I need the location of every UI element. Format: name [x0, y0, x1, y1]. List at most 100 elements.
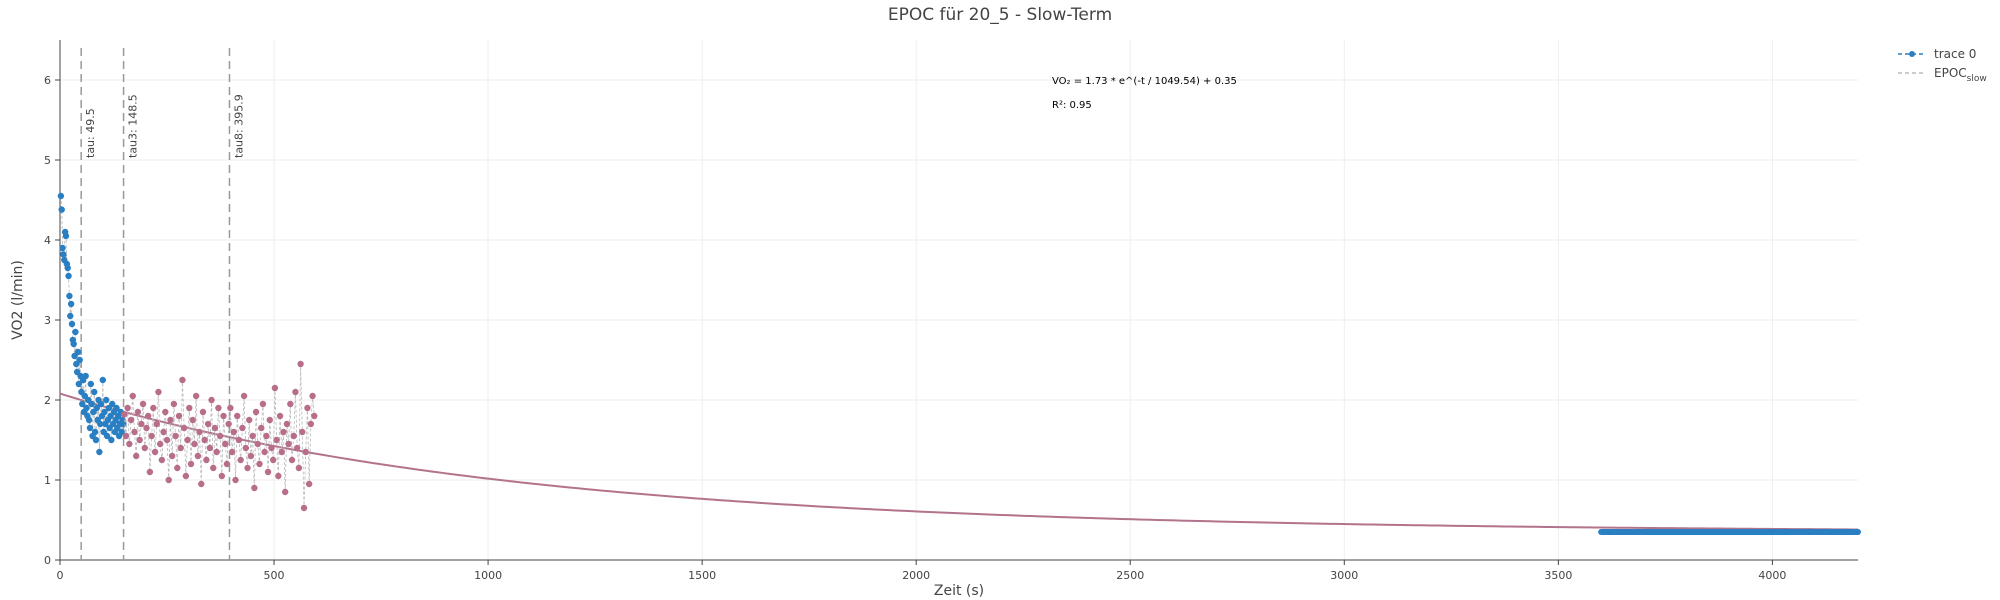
data-point: [218, 472, 226, 480]
data-point: [225, 420, 232, 428]
data-point: [168, 452, 176, 460]
data-point: [280, 428, 287, 436]
grid: [60, 40, 1858, 560]
data-point: [244, 464, 251, 472]
equation-annotation: VO₂ = 1.73 * e^(-t / 1049.54) + 0.35: [1052, 76, 1237, 87]
legend-item-trace-0[interactable]: trace 0: [1898, 47, 1976, 61]
data-point: [120, 420, 127, 428]
data-point: [290, 432, 297, 440]
axes: [59, 40, 1858, 561]
y-tick-label: 2: [44, 394, 51, 407]
data-point: [72, 328, 79, 336]
tau-label: tau8: 395.9: [232, 94, 245, 158]
data-point: [287, 400, 294, 408]
data-point: [156, 440, 164, 448]
data-point: [87, 380, 95, 388]
legend-label-epoc: EPOCslow: [1934, 66, 1987, 84]
data-point: [67, 300, 75, 308]
fit-curve: [59, 392, 1859, 531]
data-point: [158, 456, 166, 464]
data-point: [59, 244, 66, 252]
x-tick-label: 0: [57, 569, 64, 582]
data-point: [139, 400, 147, 408]
vertical-tau-lines: tau: 49.5 tau3: 148.5 tau8: 395.9: [80, 48, 245, 560]
legend-epoc-main: EPOC: [1934, 66, 1967, 80]
x-tick-label: 500: [264, 569, 285, 582]
data-point: [216, 432, 224, 440]
data-point: [177, 444, 184, 452]
data-point: [230, 428, 238, 436]
data-point: [264, 468, 272, 476]
data-point: [97, 400, 105, 408]
data-point: [143, 424, 150, 432]
data-point: [113, 404, 120, 412]
data-point: [194, 452, 202, 460]
data-point: [252, 408, 260, 416]
data-point: [305, 480, 313, 488]
data-point: [82, 372, 89, 380]
data-point: [204, 420, 212, 428]
x-tick-labels: 0 500 1000 1500 2000 2500 3000 3500 4000: [57, 560, 1786, 582]
data-point: [148, 432, 155, 440]
data-point: [239, 424, 246, 432]
data-point: [182, 472, 190, 480]
chart-title: EPOC für 20_5 - Slow-Term: [888, 5, 1112, 25]
data-point: [172, 432, 179, 440]
data-point: [118, 428, 125, 436]
data-point: [215, 404, 222, 412]
data-point: [74, 348, 82, 356]
series-connector-1: [123, 363, 315, 509]
data-point: [99, 376, 107, 384]
data-point: [163, 436, 171, 444]
tau-label: tau: 49.5: [84, 108, 97, 158]
data-point: [96, 448, 103, 456]
data-point: [201, 436, 208, 444]
data-point: [232, 476, 239, 484]
data-point: [192, 392, 200, 400]
data-point: [65, 272, 72, 280]
data-point: [108, 436, 115, 444]
x-tick-label: 2000: [902, 569, 930, 582]
data-point: [249, 432, 256, 440]
legend-epoc-subscript: slow: [1967, 74, 1987, 84]
data-point: [213, 448, 220, 456]
data-point: [198, 480, 205, 488]
y-tick-label: 0: [44, 554, 51, 567]
data-point: [126, 440, 133, 448]
data-point: [153, 420, 160, 428]
data-point: [75, 380, 83, 388]
data-point: [292, 388, 299, 396]
data-point: [247, 452, 255, 460]
y-axis-title: VO2 (l/min): [10, 260, 26, 340]
data-point: [57, 192, 65, 200]
data-point: [300, 504, 308, 512]
data-point: [251, 484, 258, 492]
data-point: [309, 392, 316, 400]
data-point: [62, 232, 70, 240]
x-tick-label: 1500: [688, 569, 716, 582]
data-point: [68, 320, 76, 328]
y-tick-label: 3: [44, 314, 51, 327]
data-point: [64, 264, 71, 272]
legend-item-epoc[interactable]: EPOCslow: [1898, 66, 1987, 84]
data-point: [151, 448, 159, 456]
data-point: [271, 384, 279, 392]
data-point: [307, 420, 315, 428]
data-point: [124, 404, 131, 412]
data-point: [299, 428, 306, 436]
legend[interactable]: trace 0 EPOCslow: [1898, 47, 1987, 84]
data-point: [103, 432, 111, 440]
data-point: [273, 436, 280, 444]
data-point: [276, 412, 284, 420]
data-point: [261, 448, 268, 456]
data-point: [92, 436, 100, 444]
data-point: [133, 452, 140, 460]
data-point: [210, 464, 217, 472]
data-point: [228, 448, 236, 456]
data-point: [275, 472, 282, 480]
data-point: [138, 420, 145, 428]
data-point: [85, 416, 93, 424]
data-point: [60, 251, 67, 258]
data-point: [127, 416, 135, 424]
